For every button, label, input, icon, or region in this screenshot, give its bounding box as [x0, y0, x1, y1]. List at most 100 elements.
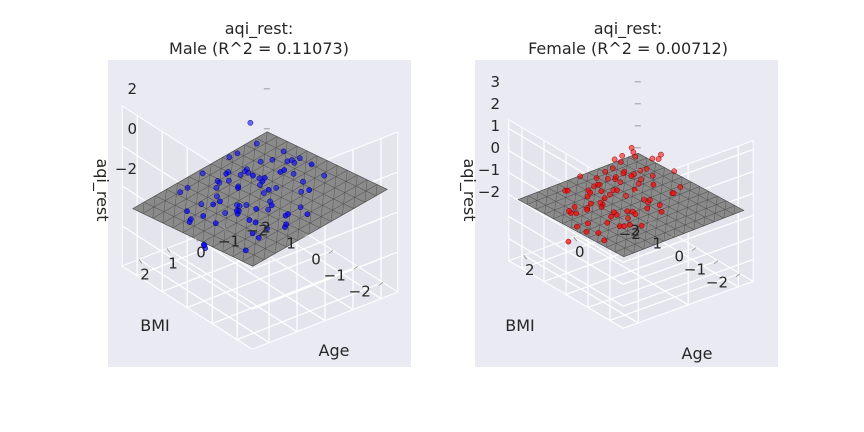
data-point	[308, 161, 315, 168]
surface-mesh-diag	[703, 191, 709, 226]
data-point	[621, 223, 627, 230]
surface-mesh-diag	[162, 189, 167, 224]
female-points	[562, 144, 684, 245]
data-point	[565, 238, 572, 245]
age-tick-label: 1	[168, 254, 178, 272]
data-point	[595, 230, 602, 236]
data-point	[638, 222, 645, 229]
z-tick-label: 3	[490, 73, 500, 91]
data-point	[625, 215, 631, 222]
data-point	[584, 193, 591, 200]
data-point	[257, 182, 263, 188]
data-point	[284, 158, 291, 165]
data-point	[635, 180, 642, 187]
data-point	[226, 154, 233, 161]
surface-mesh-diag	[733, 205, 736, 215]
age-tick-label: −1	[218, 232, 240, 250]
surface-mesh-diag	[202, 163, 212, 243]
data-point	[620, 170, 627, 177]
data-point	[601, 237, 608, 244]
data-point	[604, 175, 611, 182]
age-tick-label: 0	[196, 243, 206, 261]
z-tick-label: 2	[127, 80, 137, 98]
data-point	[255, 234, 262, 241]
data-point	[574, 223, 580, 230]
data-point	[617, 159, 624, 165]
female-xlabel: Age	[682, 344, 713, 363]
data-point	[187, 216, 194, 223]
data-point	[242, 247, 249, 254]
surface-mesh-diag	[713, 196, 718, 222]
data-point	[584, 206, 590, 213]
data-point	[273, 184, 280, 191]
surface-mesh-diag	[375, 184, 378, 196]
data-point	[638, 176, 644, 183]
surface-mesh-diag	[553, 184, 559, 219]
female-title-line1: aqi_rest:	[594, 19, 662, 39]
data-point	[624, 208, 631, 215]
data-point	[237, 171, 244, 178]
female-zlabel: aqi_rest	[459, 158, 479, 221]
surface-mesh-diag	[319, 160, 328, 228]
data-point	[601, 195, 608, 202]
bmi-tick-mark	[713, 260, 719, 265]
data-point	[646, 197, 653, 203]
data-point	[637, 167, 644, 174]
data-point	[253, 140, 260, 147]
bmi-tick-mark	[378, 281, 384, 286]
data-point	[201, 242, 208, 249]
surface-mesh-diag	[172, 182, 178, 228]
data-point	[632, 211, 639, 218]
surface-mesh-diag	[623, 153, 639, 257]
z-tick-label: −1	[478, 161, 500, 179]
data-point	[265, 186, 272, 193]
data-point	[577, 173, 584, 180]
surface-mesh-diag	[242, 138, 257, 262]
data-point	[253, 206, 260, 212]
surface-mesh-diag	[579, 172, 589, 233]
data-point	[234, 202, 240, 209]
bmi-tick-mark	[647, 221, 653, 226]
data-point	[210, 201, 217, 208]
surface-mesh-diag	[353, 174, 358, 209]
data-point	[617, 179, 624, 186]
data-point	[212, 220, 219, 227]
data-point	[304, 211, 311, 218]
surface-mesh-diag	[562, 180, 569, 224]
data-point	[225, 169, 232, 175]
z-tick-label: 0	[127, 120, 137, 138]
grid-line-z	[508, 216, 754, 285]
bmi-tick-mark	[353, 265, 359, 270]
data-point	[300, 178, 306, 185]
data-point	[199, 170, 206, 177]
data-point	[626, 221, 633, 228]
surface-mesh-diag	[297, 150, 308, 241]
age-tick-label: 2	[140, 265, 150, 283]
data-point	[587, 189, 594, 196]
bmi-tick-label: 2	[261, 218, 271, 236]
data-point	[243, 202, 250, 208]
data-point	[655, 156, 662, 162]
data-point	[649, 155, 656, 162]
z-tick-label: −2	[115, 160, 137, 178]
data-point	[290, 170, 297, 177]
male-points	[177, 119, 328, 254]
age-tick-label: 0	[575, 243, 585, 261]
z-tick-label: 1	[490, 117, 500, 135]
data-point	[246, 217, 253, 223]
data-point	[593, 175, 600, 181]
surface-mesh-diag	[693, 186, 700, 230]
grid-line-z	[508, 238, 754, 307]
age-tick-mark	[523, 254, 528, 260]
data-point	[564, 187, 571, 194]
data-point	[650, 181, 657, 188]
data-point	[257, 158, 264, 165]
data-point	[671, 168, 678, 175]
male-xlabel: Age	[319, 341, 350, 360]
data-point	[296, 155, 303, 162]
data-point	[594, 181, 601, 188]
data-point	[643, 165, 650, 172]
